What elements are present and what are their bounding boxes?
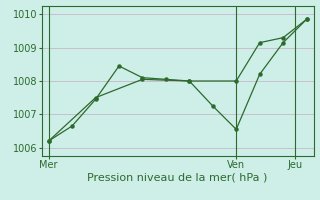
X-axis label: Pression niveau de la mer( hPa ): Pression niveau de la mer( hPa )	[87, 173, 268, 183]
